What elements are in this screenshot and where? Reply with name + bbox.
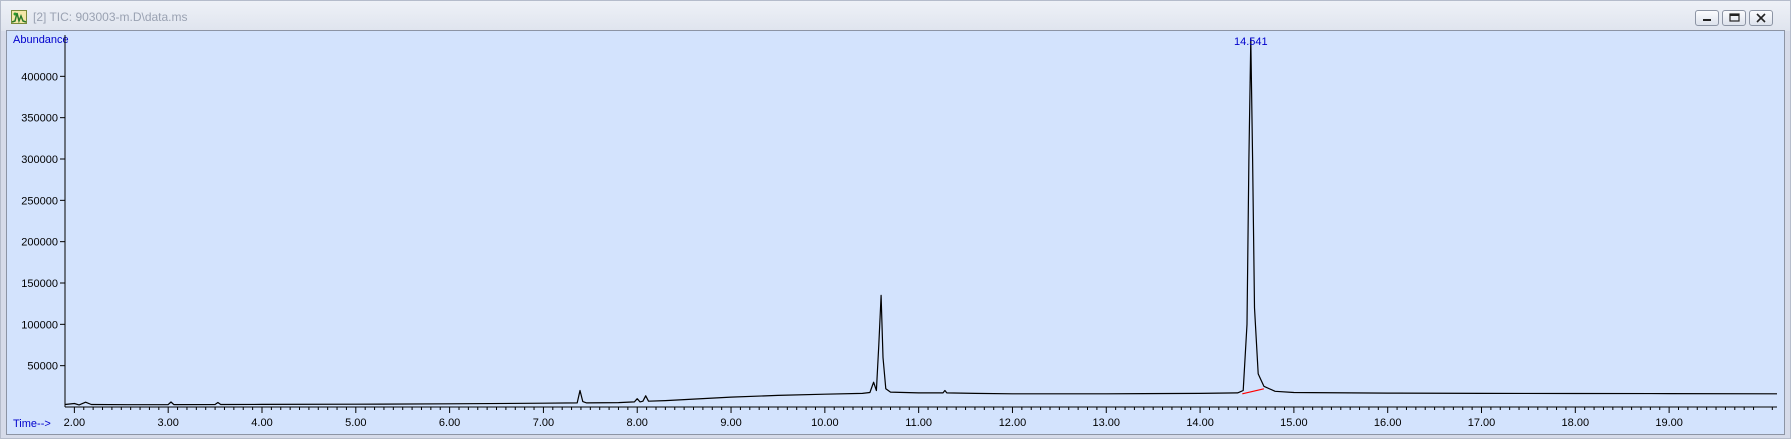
y-tick-label: 100000 xyxy=(21,319,58,331)
minimize-icon xyxy=(1703,19,1711,21)
x-tick-label: 19.00 xyxy=(1655,417,1683,429)
x-tick-label: 16.00 xyxy=(1374,417,1402,429)
x-tick-label: 8.00 xyxy=(627,417,648,429)
x-tick-label: 9.00 xyxy=(720,417,741,429)
x-tick-label: 3.00 xyxy=(157,417,178,429)
window-title: [2] TIC: 903003-m.D\data.ms xyxy=(33,10,188,24)
x-tick-label: 2.00 xyxy=(64,417,85,429)
chromatogram-chart: Abundance Time--> 50000 100000 150000 20000… xyxy=(13,34,1778,430)
restore-button[interactable] xyxy=(1722,10,1746,26)
x-tick-label: 14.00 xyxy=(1186,417,1214,429)
x-tick-label: 10.00 xyxy=(811,417,839,429)
integration-baseline xyxy=(1242,388,1265,395)
x-tick-label: 6.00 xyxy=(439,417,460,429)
y-tick-label: 250000 xyxy=(21,195,58,207)
tic-trace xyxy=(64,38,1778,406)
x-tick-label: 5.00 xyxy=(345,417,366,429)
close-icon xyxy=(1756,13,1766,23)
title-bar[interactable]: [2] TIC: 903003-m.D\data.ms xyxy=(1,1,1790,31)
x-tick-label: 15.00 xyxy=(1280,417,1308,429)
y-tick-label: 50000 xyxy=(27,361,58,373)
restore-icon xyxy=(1729,13,1740,22)
y-tick-label: 350000 xyxy=(21,113,58,125)
x-tick-label: 11.00 xyxy=(905,417,932,429)
y-axis-label: Abundance xyxy=(13,34,69,46)
chromatogram-app-icon xyxy=(11,10,27,24)
x-tick-label: 12.00 xyxy=(999,417,1027,429)
y-tick-label: 200000 xyxy=(21,237,58,249)
plot-area[interactable]: Abundance Time--> 50000 100000 150000 20000… xyxy=(6,30,1785,435)
x-tick-label: 17.00 xyxy=(1468,417,1496,429)
x-tick-label: 18.00 xyxy=(1562,417,1590,429)
peak-label: 14.541 xyxy=(1234,36,1268,48)
y-tick-label: 150000 xyxy=(21,278,58,290)
close-button[interactable] xyxy=(1749,10,1773,26)
minimize-button[interactable] xyxy=(1695,10,1719,26)
x-tick-label: 7.00 xyxy=(533,417,554,429)
y-tick-label: 300000 xyxy=(21,154,58,166)
x-axis-label: Time--> xyxy=(13,418,51,430)
x-tick-label: 4.00 xyxy=(251,417,272,429)
y-tick-label: 400000 xyxy=(21,71,58,83)
x-tick-label: 13.00 xyxy=(1093,417,1121,429)
